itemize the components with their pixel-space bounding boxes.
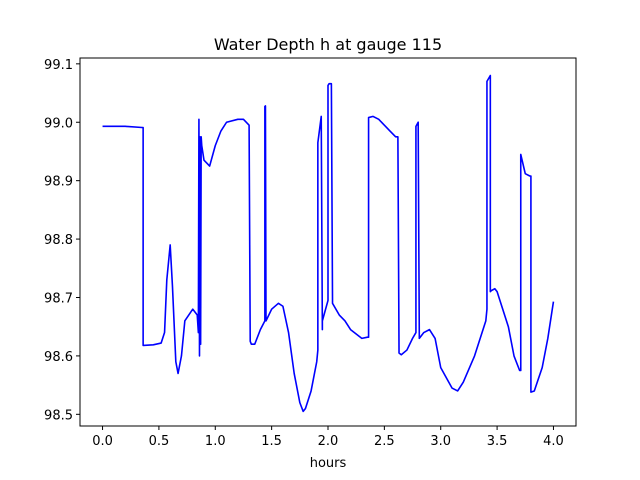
- y-tick-label: 99.0: [44, 116, 73, 131]
- x-tick-label: 1.5: [261, 434, 282, 449]
- x-tick-label: 0.0: [92, 434, 113, 449]
- x-tick-label: 0.5: [149, 434, 170, 449]
- x-tick-label: 1.0: [205, 434, 226, 449]
- y-tick-label: 99.1: [44, 58, 73, 73]
- y-tick-label: 98.6: [44, 350, 73, 365]
- x-tick-label: 3.5: [487, 434, 508, 449]
- series-line-0: [102, 74, 555, 413]
- chart-title: Water Depth h at gauge 115: [214, 35, 442, 54]
- x-tick-label: 2.0: [318, 434, 339, 449]
- x-tick-label: 3.0: [430, 434, 451, 449]
- x-tick-label: 2.5: [374, 434, 395, 449]
- plot-series: [102, 74, 555, 413]
- y-tick-label: 98.5: [44, 408, 73, 423]
- y-tick-label: 98.8: [44, 233, 73, 248]
- y-tick-label: 98.9: [44, 175, 73, 190]
- x-axis-label: hours: [310, 456, 347, 471]
- y-axis: 98.5 98.6 98.7 98.8 98.9 99.0 99.1: [44, 58, 80, 423]
- x-axis: 0.0 0.5 1.0 1.5 2.0 2.5 3.0 3.5 4.0: [92, 426, 564, 449]
- x-tick-label: 4.0: [543, 434, 564, 449]
- y-tick-label: 98.7: [44, 291, 73, 306]
